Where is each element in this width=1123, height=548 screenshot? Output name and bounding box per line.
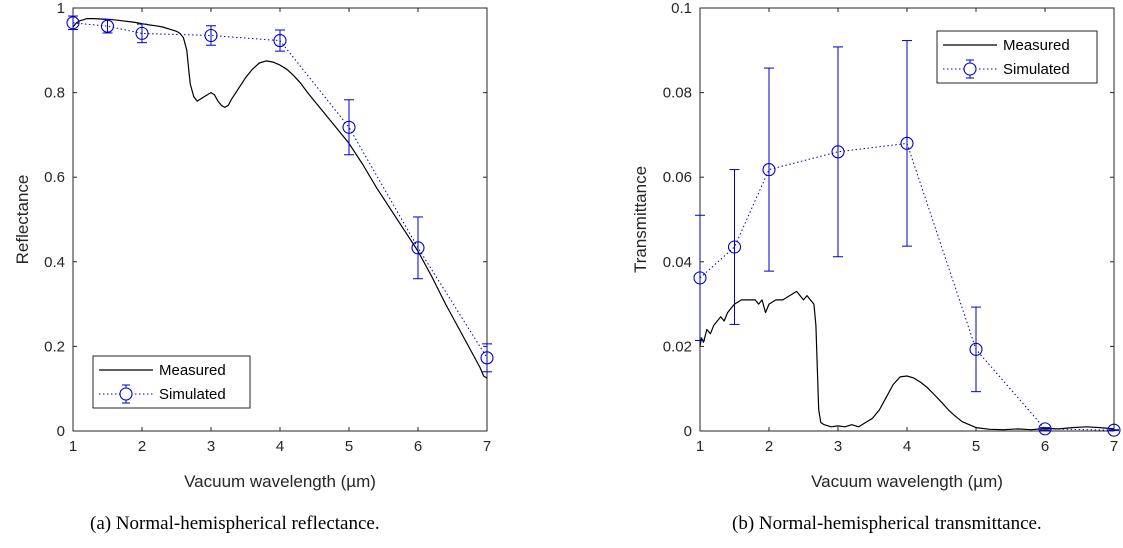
x-tick-label: 4 [276, 438, 284, 455]
legend-simulated-marker [963, 62, 977, 76]
simulated-series-line [72, 22, 488, 359]
simulated-error-bar [68, 15, 78, 31]
simulated-series-line [699, 142, 1115, 431]
simulated-error-bar [275, 29, 285, 52]
x-tick-label: 2 [138, 438, 146, 455]
simulated-error-bar [344, 99, 354, 156]
simulated-error-bar [102, 18, 113, 34]
x-tick-label: 4 [903, 438, 911, 455]
y-tick-label: 0.08 [663, 85, 692, 102]
x-tick-label: 7 [483, 438, 491, 455]
simulated-data-point [204, 28, 218, 43]
legend: Measured Simulated [92, 355, 251, 409]
simulated-data-point [135, 26, 149, 40]
simulated-error-bar [206, 25, 216, 46]
x-tick-label: 1 [696, 438, 704, 455]
simulated-error-bar [729, 169, 740, 325]
legend: Measured Simulated [936, 30, 1098, 84]
legend-label-measured: Measured [1003, 37, 1070, 54]
simulated-error-bar [482, 343, 492, 373]
figure-caption: (b) Normal-hemispherical transmittance. [732, 513, 1042, 534]
y-tick-label: 0.4 [44, 254, 65, 271]
simulated-data-point [969, 342, 983, 356]
transmittance-chart: 1 2 3 4 5 6 7 0 0.02 0.04 0.06 0.08 0.1 Vacuum wavele… [631, 0, 1121, 534]
y-tick-label: 0.2 [44, 338, 65, 355]
y-axis-label: Transmittance [631, 166, 650, 273]
x-tick-label: 2 [765, 438, 773, 455]
simulated-data-point [66, 16, 80, 30]
measured-series-line [699, 290, 1115, 431]
simulated-data-point [273, 34, 287, 48]
simulated-data-point [900, 136, 914, 150]
simulated-data-point [100, 19, 115, 33]
x-tick-label: 6 [1041, 438, 1049, 455]
simulated-data-point [831, 145, 845, 159]
simulated-error-bar [764, 67, 774, 272]
legend-box [936, 30, 1098, 84]
y-tick-label: 1 [57, 0, 65, 17]
simulated-error-bar [971, 306, 981, 393]
simulated-data-point [1107, 423, 1121, 437]
legend-label-simulated: Simulated [159, 386, 226, 403]
simulated-data-point [727, 240, 742, 254]
y-tick-label: 0.06 [663, 169, 692, 186]
y-tick-label: 0 [57, 423, 65, 440]
x-tick-label: 3 [207, 438, 215, 455]
simulated-data-point [1038, 422, 1052, 436]
legend-simulated-marker [119, 387, 133, 401]
simulated-data-point [480, 351, 494, 365]
x-tick-label: 6 [414, 438, 422, 455]
x-tick-label: 1 [69, 438, 77, 455]
x-tick-label: 5 [972, 438, 980, 455]
y-tick-label: 0.02 [663, 338, 692, 355]
y-tick-label: 0.04 [663, 254, 692, 271]
y-tick-label: 0 [684, 423, 692, 440]
x-axis-label: Vacuum wavelength (µm) [811, 472, 1003, 491]
simulated-data-point [762, 163, 776, 177]
simulated-error-bar [695, 214, 705, 341]
legend-box [92, 355, 251, 409]
y-tick-label: 0.1 [671, 0, 692, 17]
x-tick-label: 7 [1110, 438, 1118, 455]
legend-label-measured: Measured [159, 362, 226, 379]
reflectance-chart: 1 2 3 4 5 6 7 0 0.2 0.4 0.6 0.8 1 Vacuum wavelength (… [13, 0, 494, 534]
simulated-data-point [342, 120, 356, 134]
simulated-error-bar [1040, 427, 1050, 431]
x-tick-label: 5 [345, 438, 353, 455]
simulated-data-point [411, 241, 425, 255]
y-tick-label: 0.6 [44, 169, 65, 186]
measured-series-line [72, 18, 488, 379]
x-tick-label: 3 [834, 438, 842, 455]
simulated-error-bar [833, 46, 843, 258]
y-tick-label: 0.8 [44, 85, 65, 102]
simulated-data-point [693, 271, 707, 285]
simulated-error-bar [413, 216, 423, 280]
x-axis-label: Vacuum wavelength (µm) [184, 472, 376, 491]
figure-caption: (a) Normal-hemispherical reflectance. [90, 513, 380, 534]
simulated-error-bar [1109, 429, 1119, 432]
simulated-error-bar [902, 40, 912, 247]
y-axis-label: Reflectance [13, 175, 32, 265]
legend-label-simulated: Simulated [1003, 61, 1070, 78]
